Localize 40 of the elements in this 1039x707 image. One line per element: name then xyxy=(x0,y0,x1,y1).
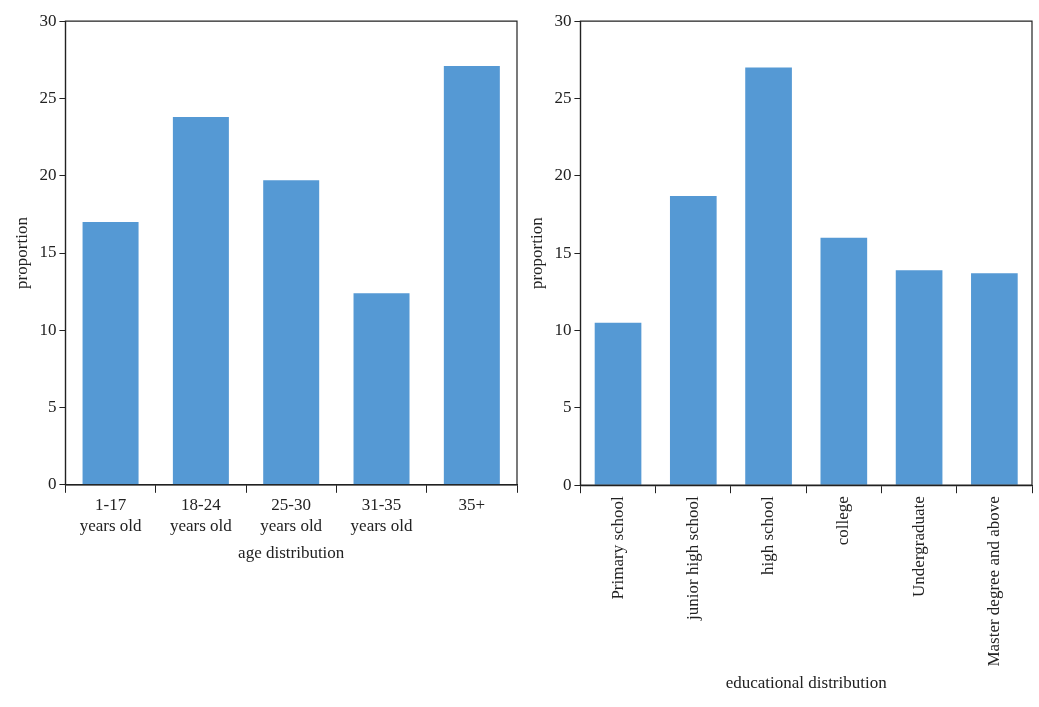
bar xyxy=(745,67,792,485)
x-tick-label: 25-30 years old xyxy=(260,495,323,535)
x-axis-title: age distribution xyxy=(238,543,345,563)
bar xyxy=(895,270,943,485)
x-tick-label: 18-24 years old xyxy=(169,495,233,535)
y-axis-title: proportion xyxy=(526,216,546,290)
y-tick-label: 5 xyxy=(47,397,57,416)
bar xyxy=(172,117,229,485)
bar xyxy=(443,66,500,485)
bar xyxy=(971,273,1018,485)
bar xyxy=(82,222,139,485)
x-tick-label: 35+ xyxy=(458,495,486,515)
y-axis-title: proportion xyxy=(11,216,31,289)
x-tick-label: Undergraduate xyxy=(908,496,928,597)
x-tick-label: junior high school xyxy=(682,495,702,621)
x-tick-label: high school xyxy=(758,495,778,576)
bar xyxy=(669,195,717,485)
y-tick-label: 0 xyxy=(47,474,57,494)
y-tick-label: 25 xyxy=(39,87,57,107)
y-tick-label: 30 xyxy=(39,10,57,30)
x-axis-title: educational distribution xyxy=(725,673,888,693)
y-tick-label: 10 xyxy=(39,319,57,339)
x-tick-label: Master degree and above xyxy=(983,496,1003,667)
y-tick-label: 10 xyxy=(554,320,572,340)
bar xyxy=(353,293,410,485)
bar xyxy=(820,237,868,485)
x-tick-label: 1-17 years old xyxy=(79,495,142,535)
bar xyxy=(263,180,320,485)
y-tick-label: 5 xyxy=(562,397,572,417)
x-tick-label: Primary school xyxy=(607,495,627,600)
y-tick-label: 25 xyxy=(554,88,572,107)
y-tick-label: 20 xyxy=(554,165,572,185)
x-tick-label: college xyxy=(833,496,853,546)
y-tick-label: 0 xyxy=(562,474,572,494)
y-tick-label: 15 xyxy=(39,242,57,262)
x-tick-label: 31-35 years old xyxy=(350,495,413,535)
y-tick-label: 20 xyxy=(39,165,57,185)
y-tick-label: 30 xyxy=(554,10,572,30)
bar xyxy=(594,322,642,485)
y-tick-label: 15 xyxy=(554,242,572,262)
